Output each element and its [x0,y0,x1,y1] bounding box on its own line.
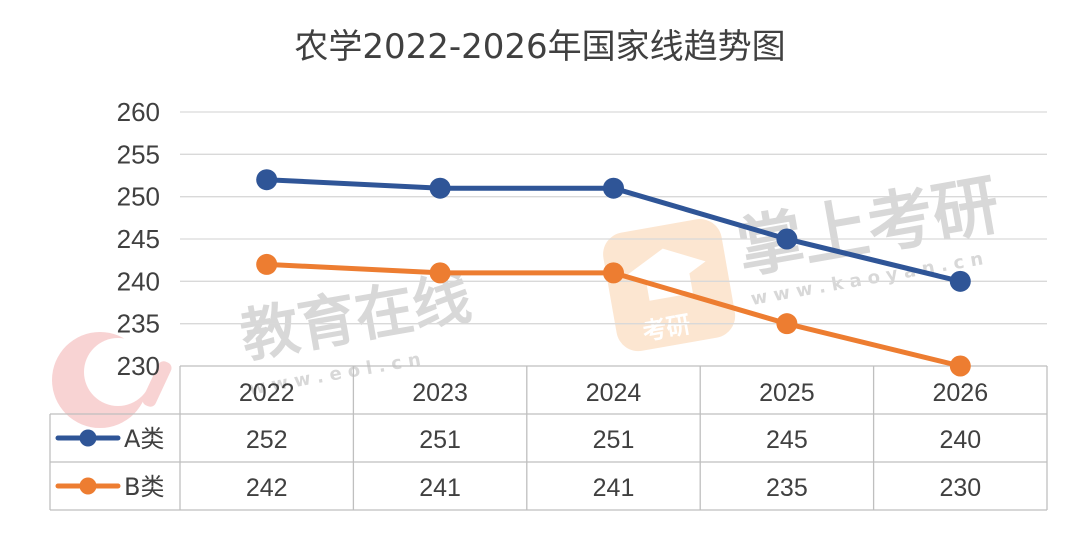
data-point [429,177,451,199]
series-layer [256,169,971,377]
chart-title: 农学2022-2026年国家线趋势图 [294,27,785,67]
data-point [949,355,971,377]
legend-marker [79,429,97,447]
y-tick-label: 235 [117,309,160,339]
watermarks: 教育在线 w w w . e o l . c n 考研 掌上考研 w w w .… [52,166,1005,428]
table-cell-value: 241 [593,474,635,502]
data-point [603,177,624,199]
x-category-label: 2024 [586,379,642,407]
table-cell-value: 251 [593,426,635,454]
x-category-label: 2022 [239,379,295,407]
table-cell-value: 251 [419,426,461,454]
y-tick-label: 260 [117,97,160,127]
y-tick-label: 230 [117,351,160,381]
legend-label: B类 [124,473,164,501]
y-tick-label: 250 [117,182,160,212]
data-point [603,262,624,284]
data-point [949,270,971,292]
data-table: 2022 2023 2024 2025 2026 A类 252 251 251 245 240 B类 2… [49,365,1048,511]
data-point [776,313,798,335]
x-category-label: 2025 [759,379,815,407]
table-cell-value: 240 [939,426,981,454]
legend-marker [79,477,97,495]
eol-logo [52,332,172,428]
table-cell-value: 241 [419,474,461,502]
graduation-cap-icon: 考研 [603,219,736,352]
table-cell-value: 235 [766,474,808,502]
table-cell-value: 252 [246,426,288,454]
data-point [256,169,278,191]
y-tick-label: 255 [117,139,160,169]
x-category-label: 2023 [412,379,468,407]
data-point [776,228,798,250]
table-cell-value: 242 [246,474,288,502]
data-point [429,262,451,284]
y-axis-ticks: 230 235 240 245 250 255 260 [117,97,160,381]
y-tick-label: 240 [117,266,160,296]
data-point [256,253,278,275]
x-category-label: 2026 [932,379,988,407]
table-cell-value: 245 [766,426,808,454]
legend-label: A类 [124,425,164,453]
table-cell-value: 230 [939,474,981,502]
y-tick-label: 245 [117,224,160,254]
